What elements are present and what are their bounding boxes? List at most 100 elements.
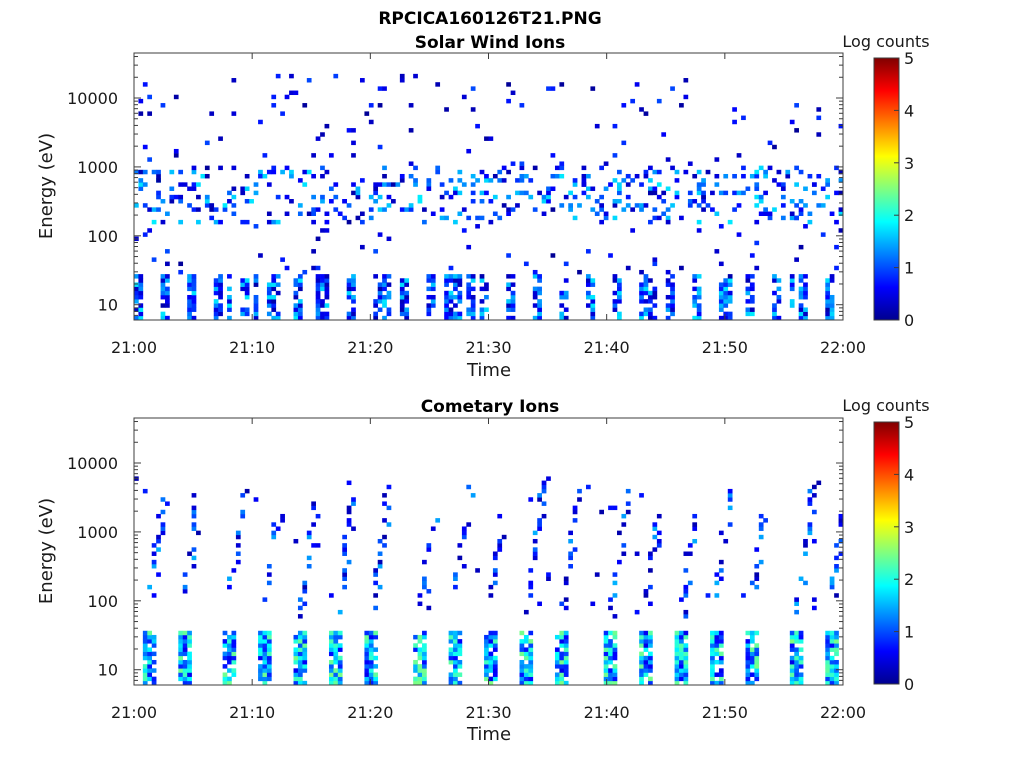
heatmap-cell <box>191 564 197 569</box>
heatmap-cell <box>368 194 374 200</box>
heatmap-cell <box>794 128 799 133</box>
heatmap-cell <box>834 668 839 673</box>
heatmap-cell <box>519 630 525 636</box>
heatmap-cell <box>639 290 644 296</box>
heatmap-cell <box>621 207 627 212</box>
heatmap-cell <box>470 307 476 312</box>
heatmap-cell <box>484 672 489 677</box>
heatmap-cell <box>798 244 804 250</box>
heatmap-cell <box>134 274 139 279</box>
heatmap-cell <box>745 659 751 665</box>
heatmap-cell <box>643 307 649 312</box>
heatmap-cell <box>683 78 689 83</box>
heatmap-cell <box>710 655 715 661</box>
heatmap-cell <box>262 647 268 652</box>
heatmap-cell <box>754 672 760 677</box>
heatmap-cell <box>297 307 303 312</box>
heatmap-cell <box>683 589 689 594</box>
heatmap-cell <box>187 630 192 636</box>
heatmap-cell <box>714 659 720 665</box>
heatmap-cell <box>266 672 272 677</box>
heatmap-cell <box>554 651 560 657</box>
heatmap-cell <box>399 178 405 183</box>
heatmap-cell <box>444 303 449 308</box>
heatmap-cell <box>679 215 684 221</box>
x-tick-label: 22:00 <box>820 703 866 722</box>
heatmap-cell <box>687 190 693 196</box>
heatmap-cell <box>280 257 285 262</box>
heatmap-cell <box>461 530 467 536</box>
heatmap-cell <box>559 643 565 648</box>
heatmap-cell <box>816 173 822 179</box>
heatmap-cell <box>767 215 773 221</box>
heatmap-cell <box>156 207 161 212</box>
heatmap-cell <box>515 178 520 183</box>
heatmap-cell <box>745 676 751 682</box>
heatmap-cell <box>612 651 618 657</box>
heatmap-cell <box>519 664 525 669</box>
heatmap-cell <box>182 672 188 677</box>
heatmap-cell <box>554 165 560 171</box>
heatmap-cell <box>457 630 463 636</box>
heatmap-cell <box>315 315 321 320</box>
heatmap-cell <box>235 559 241 565</box>
heatmap-cell <box>528 668 534 673</box>
heatmap-cell <box>754 169 760 175</box>
heatmap-cell <box>585 186 591 191</box>
heatmap-cell <box>603 655 609 661</box>
heatmap-cell <box>634 173 640 179</box>
heatmap-cell <box>266 647 272 652</box>
heatmap-cell <box>297 303 303 308</box>
heatmap-cell <box>444 107 449 112</box>
heatmap-cell <box>532 315 538 320</box>
heatmap-cell <box>612 676 618 682</box>
heatmap-cell <box>337 643 343 648</box>
heatmap-cell <box>404 207 410 212</box>
heatmap-cell <box>147 651 153 657</box>
heatmap-cell <box>608 672 613 677</box>
heatmap-cell <box>563 634 569 640</box>
heatmap-cell <box>789 634 795 640</box>
heatmap-cell <box>351 526 356 531</box>
heatmap-cell <box>346 278 352 283</box>
heatmap-cell <box>240 307 246 312</box>
heatmap-cell <box>758 522 764 527</box>
heatmap-cell <box>617 278 622 283</box>
heatmap-cell <box>461 526 467 531</box>
heatmap-cell <box>479 215 485 221</box>
heatmap-cell <box>648 568 653 573</box>
heatmap-cell <box>501 178 507 183</box>
heatmap-cell <box>320 165 325 171</box>
heatmap-cell <box>532 303 538 308</box>
heatmap-cell <box>311 194 316 200</box>
heatmap-cell <box>506 282 511 287</box>
heatmap-cell <box>364 680 370 685</box>
heatmap-cell <box>829 211 835 216</box>
heatmap-cell <box>160 278 166 283</box>
heatmap-cell <box>377 294 383 300</box>
heatmap-cell <box>563 680 569 685</box>
heatmap-cell <box>218 219 223 225</box>
heatmap-cell <box>834 672 839 677</box>
heatmap-cell <box>492 211 498 216</box>
heatmap-cell <box>373 680 379 685</box>
heatmap-cell <box>426 547 432 552</box>
heatmap-cell <box>156 173 161 179</box>
heatmap-cell <box>324 278 330 283</box>
heatmap-cell <box>271 278 277 283</box>
heatmap-cell <box>222 655 228 661</box>
heatmap-cell <box>430 299 436 304</box>
heatmap-cell <box>648 639 653 644</box>
heatmap-cell <box>191 290 197 296</box>
heatmap-cell <box>297 664 303 669</box>
heatmap-cell <box>617 315 622 320</box>
heatmap-cell <box>293 90 299 96</box>
heatmap-cell <box>670 86 675 91</box>
heatmap-cell <box>612 153 618 158</box>
heatmap-cell <box>537 278 542 283</box>
heatmap-cell <box>364 643 370 648</box>
heatmap-cell <box>466 294 472 300</box>
heatmap-cell <box>315 311 321 317</box>
heatmap-cell <box>745 286 751 292</box>
